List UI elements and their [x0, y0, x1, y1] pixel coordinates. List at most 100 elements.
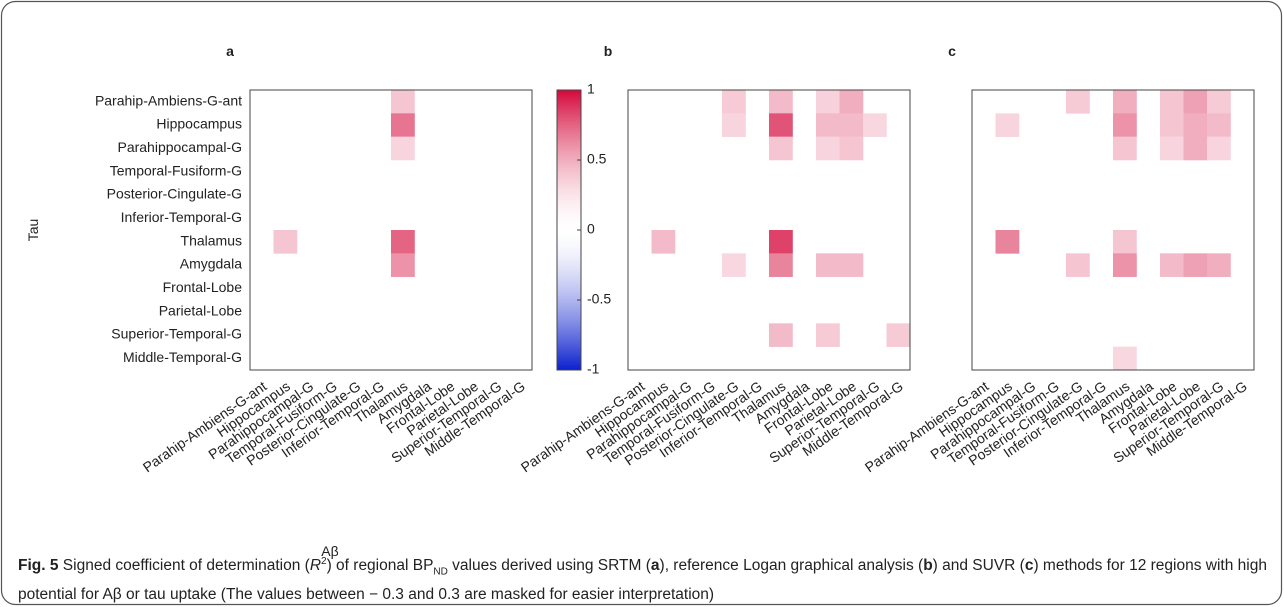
- colorbar-swatch: [557, 216, 581, 219]
- colorbar-swatch: [557, 111, 581, 114]
- heat-cell: [839, 90, 864, 114]
- heat-cell: [391, 136, 415, 161]
- colorbar-swatch: [557, 213, 581, 217]
- heat-cell: [816, 253, 840, 277]
- colorbar-swatch: [557, 358, 581, 362]
- heat-cell: [816, 323, 840, 347]
- colorbar-tick-label: 0.5: [587, 151, 607, 167]
- heat-cell: [1183, 136, 1208, 161]
- heat-cell: [995, 113, 1020, 137]
- y-tick-label: Parahippocampal-G: [117, 139, 242, 155]
- heat-cell: [722, 253, 746, 277]
- colorbar-swatch: [557, 218, 581, 222]
- colorbar-swatch: [557, 97, 581, 100]
- colorbar-swatch: [557, 246, 581, 250]
- caption-text: ) of regional BP: [326, 557, 434, 575]
- heat-cell: [391, 230, 415, 254]
- colorbar-swatch: [557, 206, 581, 210]
- heat-cell: [1113, 113, 1137, 137]
- colorbar-swatch: [557, 239, 581, 243]
- colorbar-swatch: [557, 143, 581, 147]
- colorbar-swatch: [557, 276, 581, 280]
- colorbar-swatch: [557, 167, 581, 170]
- y-tick-label: Temporal-Fusiform-G: [110, 162, 242, 178]
- colorbar-swatch: [557, 316, 581, 320]
- colorbar-swatch: [557, 211, 581, 215]
- panel-title: c: [948, 43, 956, 59]
- heat-cell: [1183, 253, 1208, 277]
- colorbar-swatch: [557, 314, 581, 317]
- colorbar-swatch: [557, 118, 581, 121]
- heat-cell: [1207, 253, 1231, 277]
- caption-text: ) and SUVR (: [932, 557, 1025, 575]
- colorbar-tick-label: 0: [587, 221, 595, 237]
- colorbar-swatch: [557, 367, 581, 371]
- heat-cell: [839, 253, 864, 277]
- heat-cell: [1160, 136, 1184, 161]
- heat-cell: [391, 90, 415, 114]
- heat-cell: [1113, 346, 1137, 371]
- heat-cell: [722, 113, 746, 137]
- colorbar-swatch: [557, 174, 581, 177]
- colorbar-swatch: [557, 349, 581, 352]
- heat-cell: [391, 113, 415, 137]
- heat-cell: [722, 90, 746, 114]
- colorbar-swatch: [557, 286, 581, 289]
- colorbar-swatch: [557, 90, 581, 93]
- colorbar-swatch: [557, 188, 581, 191]
- colorbar-swatch: [557, 337, 581, 341]
- heat-cell: [1113, 136, 1137, 161]
- heat-cell: [1113, 90, 1137, 114]
- colorbar-swatch: [557, 127, 581, 131]
- y-tick-label: Thalamus: [181, 232, 242, 248]
- colorbar-swatch: [557, 178, 581, 182]
- colorbar-swatch: [557, 225, 581, 229]
- colorbar-swatch: [557, 232, 581, 236]
- colorbar-swatch: [557, 171, 581, 175]
- colorbar-swatch: [557, 330, 581, 334]
- colorbar-swatch: [557, 253, 581, 257]
- colorbar-swatch: [557, 125, 581, 128]
- colorbar-swatch: [557, 185, 581, 189]
- colorbar-swatch: [557, 244, 581, 247]
- colorbar-swatch: [557, 94, 581, 98]
- colorbar-swatch: [557, 274, 581, 278]
- colorbar-swatch: [557, 92, 581, 96]
- colorbar-swatch: [557, 164, 581, 168]
- colorbar-swatch: [557, 99, 581, 103]
- colorbar-swatch: [557, 295, 581, 299]
- heat-cell: [839, 136, 864, 161]
- heat-cell: [1066, 253, 1090, 277]
- colorbar-swatch: [557, 115, 581, 119]
- heat-cell: [769, 323, 793, 347]
- colorbar-swatch: [557, 344, 581, 348]
- colorbar-swatch: [557, 146, 581, 149]
- heat-cell: [273, 230, 298, 254]
- plot-frame: [249, 89, 533, 371]
- colorbar-swatch: [557, 230, 581, 233]
- colorbar-swatch: [557, 202, 581, 205]
- colorbar-swatch: [557, 318, 581, 322]
- colorbar-swatch: [557, 351, 581, 355]
- colorbar-swatch: [557, 101, 581, 105]
- colorbar-swatch: [557, 108, 581, 112]
- heat-cell: [651, 230, 676, 254]
- heat-cell: [1160, 253, 1184, 277]
- heat-cell: [816, 136, 840, 161]
- colorbar-swatch: [557, 328, 581, 331]
- y-tick-label: Parahip-Ambiens-G-ant: [95, 92, 242, 108]
- y-axis-label: Tau: [25, 219, 41, 242]
- y-tick-label: Parietal-Lobe: [159, 302, 242, 318]
- colorbar-swatch: [557, 104, 581, 107]
- colorbar-swatch: [557, 122, 581, 126]
- colorbar-swatch: [557, 181, 581, 184]
- colorbar-swatch: [557, 136, 581, 140]
- colorbar-swatch: [557, 267, 581, 271]
- caption-text: b: [923, 557, 933, 575]
- colorbar-swatch: [557, 269, 581, 273]
- heat-cell: [886, 323, 911, 347]
- colorbar-swatch: [557, 234, 581, 238]
- plot-frame: [627, 89, 911, 371]
